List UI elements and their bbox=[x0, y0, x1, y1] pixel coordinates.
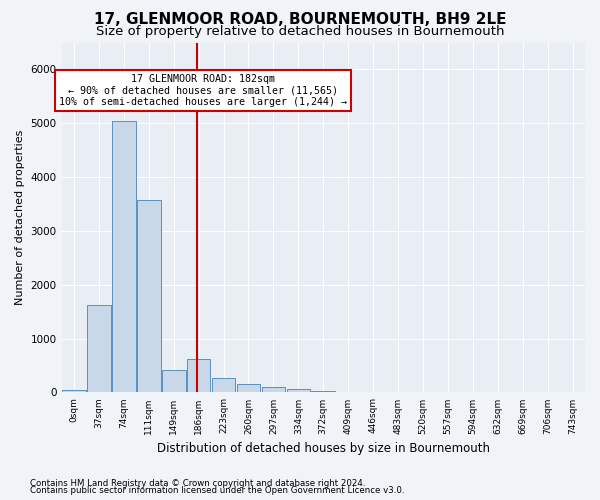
Text: 17, GLENMOOR ROAD, BOURNEMOUTH, BH9 2LE: 17, GLENMOOR ROAD, BOURNEMOUTH, BH9 2LE bbox=[94, 12, 506, 28]
Text: 17 GLENMOOR ROAD: 182sqm
← 90% of detached houses are smaller (11,565)
10% of se: 17 GLENMOOR ROAD: 182sqm ← 90% of detach… bbox=[59, 74, 347, 107]
Text: Contains public sector information licensed under the Open Government Licence v3: Contains public sector information licen… bbox=[30, 486, 404, 495]
Bar bbox=[287, 390, 310, 392]
Bar bbox=[187, 358, 211, 392]
Y-axis label: Number of detached properties: Number of detached properties bbox=[15, 130, 25, 305]
Bar bbox=[236, 384, 260, 392]
Text: Size of property relative to detached houses in Bournemouth: Size of property relative to detached ho… bbox=[96, 25, 504, 38]
Bar bbox=[87, 305, 111, 392]
Bar bbox=[137, 200, 161, 392]
Text: Contains HM Land Registry data © Crown copyright and database right 2024.: Contains HM Land Registry data © Crown c… bbox=[30, 478, 365, 488]
Bar bbox=[162, 370, 185, 392]
Bar bbox=[262, 386, 285, 392]
Bar bbox=[62, 390, 86, 392]
Bar bbox=[112, 120, 136, 392]
Bar bbox=[212, 378, 235, 392]
X-axis label: Distribution of detached houses by size in Bournemouth: Distribution of detached houses by size … bbox=[157, 442, 490, 455]
